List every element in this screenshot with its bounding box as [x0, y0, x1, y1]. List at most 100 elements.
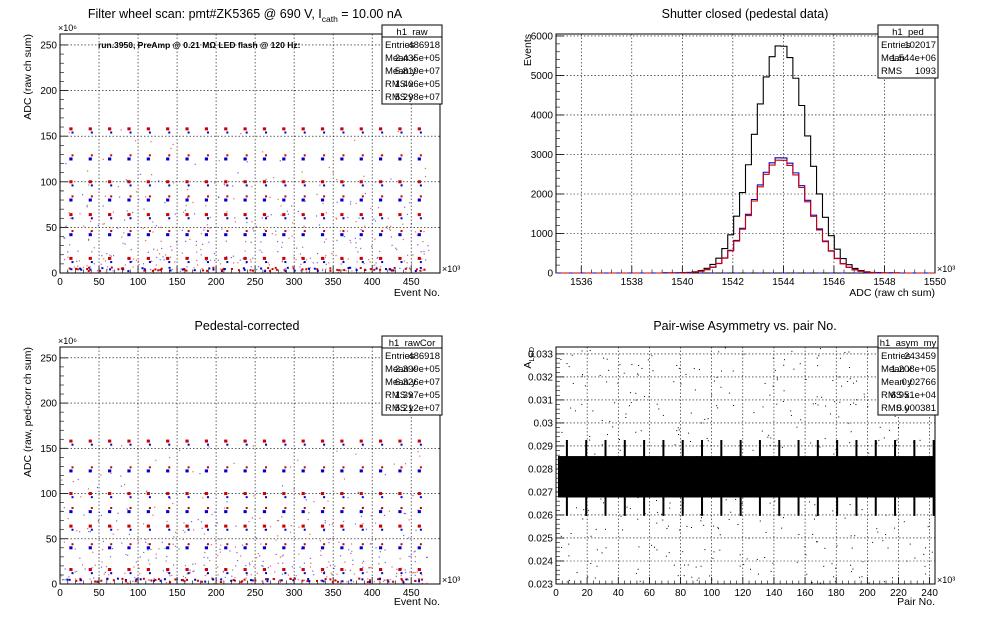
- y-tick-label: 0.03: [534, 418, 554, 429]
- data-point: [596, 583, 598, 585]
- data-point: [358, 577, 361, 580]
- data-point: [324, 522, 326, 524]
- data-point: [122, 242, 124, 244]
- data-point: [720, 386, 722, 388]
- data-point: [340, 213, 344, 217]
- data-point: [679, 529, 681, 531]
- data-point: [208, 241, 210, 243]
- data-point: [222, 571, 225, 573]
- data-point: [400, 466, 403, 469]
- x-tick-label: 350: [325, 277, 342, 288]
- stats-label: RMS y: [385, 403, 414, 414]
- data-point: [776, 377, 778, 379]
- data-point: [281, 573, 284, 575]
- data-point: [325, 263, 327, 265]
- data-point: [210, 543, 212, 546]
- data-point: [417, 568, 421, 572]
- data-point: [403, 512, 405, 515]
- data-point: [194, 163, 196, 165]
- data-point: [875, 441, 877, 443]
- data-point: [174, 213, 176, 215]
- data-point: [110, 154, 113, 157]
- data-point: [819, 582, 821, 584]
- data-point: [69, 213, 73, 217]
- data-point: [405, 571, 407, 574]
- data-point: [187, 195, 190, 198]
- data-point: [146, 256, 150, 260]
- data-point: [254, 509, 256, 511]
- data-point: [361, 466, 364, 469]
- data-point: [206, 261, 209, 264]
- data-point: [205, 205, 207, 207]
- data-point: [357, 251, 359, 253]
- data-point: [584, 385, 586, 387]
- data-point: [378, 213, 383, 217]
- data-point: [806, 573, 808, 575]
- data-point: [79, 531, 81, 533]
- data-point: [129, 543, 132, 546]
- data-point: [343, 269, 346, 272]
- data-point: [261, 564, 263, 567]
- data-point: [366, 571, 368, 573]
- data-point: [759, 520, 761, 522]
- data-point: [328, 561, 330, 563]
- data-point: [364, 192, 366, 195]
- data-point: [301, 157, 305, 161]
- data-point: [338, 541, 340, 543]
- data-point: [346, 581, 348, 583]
- data-point: [419, 261, 422, 264]
- data-point: [134, 580, 137, 583]
- data-point: [262, 233, 267, 237]
- data-point: [129, 184, 132, 187]
- data-point: [386, 225, 388, 227]
- data-point: [130, 249, 132, 251]
- data-point: [320, 439, 325, 443]
- data-point: [224, 180, 228, 184]
- data-point: [185, 269, 188, 272]
- data-point: [226, 466, 229, 469]
- data-point: [86, 265, 88, 267]
- data-point: [800, 419, 802, 421]
- data-point: [350, 579, 353, 582]
- data-point: [230, 257, 233, 259]
- stats-label: Mean x: [881, 364, 912, 375]
- data-point: [417, 244, 419, 246]
- data-point: [381, 528, 384, 531]
- data-point: [849, 367, 851, 369]
- data-point: [299, 566, 301, 568]
- data-point: [409, 269, 411, 271]
- data-point: [309, 257, 311, 259]
- data-point: [685, 373, 687, 375]
- x-exponent-label: ×10³: [937, 264, 955, 274]
- data-point: [568, 366, 570, 368]
- data-point: [322, 268, 324, 270]
- data-point: [127, 213, 131, 217]
- data-point: [361, 443, 364, 446]
- data-point: [172, 564, 175, 566]
- data-point: [71, 528, 74, 531]
- data-point: [342, 261, 345, 264]
- data-point: [151, 260, 153, 262]
- data-point: [368, 258, 370, 261]
- data-point: [250, 261, 252, 263]
- data-point: [396, 568, 398, 570]
- data-point: [206, 154, 209, 157]
- data-point: [158, 548, 160, 550]
- data-point: [320, 554, 322, 556]
- data-point: [582, 518, 584, 520]
- data-point: [824, 438, 826, 440]
- data-point: [361, 543, 364, 546]
- data-point: [163, 259, 165, 261]
- data-point: [644, 513, 646, 515]
- data-point: [333, 568, 335, 570]
- data-point: [276, 240, 279, 243]
- data-point: [166, 198, 170, 202]
- data-point: [112, 211, 114, 213]
- data-point: [93, 577, 95, 579]
- data-point: [176, 241, 178, 243]
- data-point: [662, 478, 664, 480]
- data-point: [166, 492, 170, 496]
- data-point: [656, 403, 658, 405]
- data-point: [312, 570, 314, 572]
- stats-value: 5.819e+07: [395, 66, 440, 77]
